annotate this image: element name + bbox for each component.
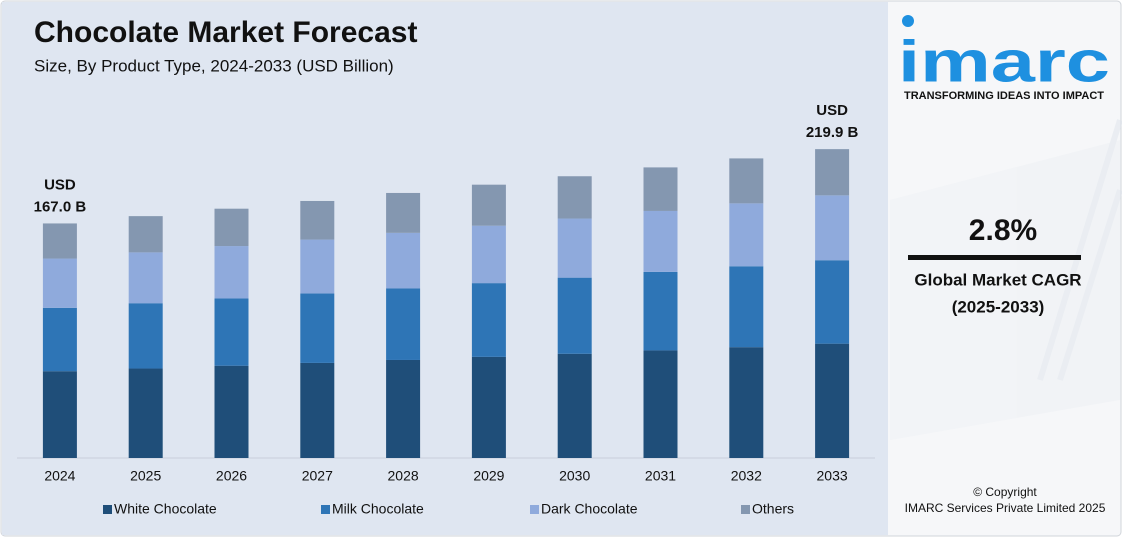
- bar-segment: [386, 288, 421, 360]
- cagr-value: 2.8%: [969, 214, 1037, 247]
- total-label: 219.9 B: [806, 124, 859, 141]
- bar-segment: [471, 184, 506, 226]
- bar-segment: [471, 356, 506, 458]
- total-label: USD: [816, 102, 848, 119]
- cagr-period: (2025-2033): [952, 297, 1045, 316]
- cagr-label: Global Market CAGR: [914, 270, 1081, 289]
- legend-label: Dark Chocolate: [541, 501, 638, 517]
- bar-segment: [729, 203, 764, 267]
- legend-label: Others: [752, 501, 794, 517]
- bar-segment: [128, 368, 163, 458]
- legend-swatch: [741, 505, 750, 514]
- x-tick-label: 2028: [388, 468, 419, 484]
- bar-segment: [729, 158, 764, 204]
- bar-segment: [42, 258, 77, 308]
- tagline: TRANSFORMING IDEAS INTO IMPACT: [904, 90, 1104, 102]
- bar-segment: [729, 347, 764, 458]
- bar-segment: [128, 303, 163, 369]
- x-tick-label: 2024: [44, 468, 75, 484]
- bar-segment: [557, 176, 592, 219]
- x-tick-label: 2030: [559, 468, 590, 484]
- x-tick-label: 2026: [216, 468, 247, 484]
- bar-segment: [42, 371, 77, 458]
- bar-segment: [300, 362, 335, 458]
- bar-segment: [471, 283, 506, 357]
- x-tick-label: 2025: [130, 468, 161, 484]
- bar-segment: [128, 252, 163, 304]
- bar-segment: [815, 195, 850, 261]
- cagr-rule: [908, 255, 1081, 260]
- sidebar-decor: [890, 119, 1122, 440]
- bar-segment: [214, 365, 249, 458]
- bar-segment: [214, 298, 249, 366]
- bar-segment: [643, 167, 678, 211]
- x-tick-label: 2031: [645, 468, 676, 484]
- bar-segment: [643, 210, 678, 272]
- bar-segment: [300, 239, 335, 294]
- bar-segment: [42, 307, 77, 372]
- bar-segment: [214, 246, 249, 299]
- bar-segment: [471, 225, 506, 284]
- bar-segment: [128, 216, 163, 253]
- legend-swatch: [103, 505, 112, 514]
- chart-subtitle: Size, By Product Type, 2024-2033 (USD Bi…: [34, 56, 394, 75]
- legend-label: Milk Chocolate: [332, 501, 424, 517]
- bar-segment: [729, 266, 764, 348]
- bar-segment: [643, 271, 678, 351]
- total-label: 167.0 B: [34, 198, 87, 215]
- chart-title: Chocolate Market Forecast: [34, 16, 417, 49]
- bar-segment: [557, 218, 592, 278]
- bar-segment: [214, 208, 249, 247]
- bar-segment: [300, 200, 335, 240]
- company: IMARC Services Private Limited 2025: [905, 501, 1106, 515]
- logo: imarc: [898, 29, 1110, 94]
- x-tick-label: 2029: [473, 468, 504, 484]
- bar-segment: [300, 293, 335, 363]
- bar-segment: [386, 192, 421, 233]
- bar-segment: [557, 353, 592, 458]
- x-tick-label: 2032: [731, 468, 762, 484]
- logo-dot: [902, 15, 914, 27]
- bar-segment: [386, 359, 421, 458]
- legend-swatch: [530, 505, 539, 514]
- bar-segment: [386, 232, 421, 289]
- bar-segment: [42, 223, 77, 259]
- total-label: USD: [44, 176, 76, 193]
- bar-segment: [815, 260, 850, 344]
- bar-segment: [815, 343, 850, 458]
- bar-segment: [557, 277, 592, 354]
- legend-label: White Chocolate: [114, 501, 217, 517]
- copyright: © Copyright: [973, 485, 1037, 499]
- bar-segment: [643, 350, 678, 458]
- legend-swatch: [321, 505, 330, 514]
- bar-segment: [815, 149, 850, 196]
- x-tick-label: 2033: [817, 468, 848, 484]
- x-tick-label: 2027: [302, 468, 333, 484]
